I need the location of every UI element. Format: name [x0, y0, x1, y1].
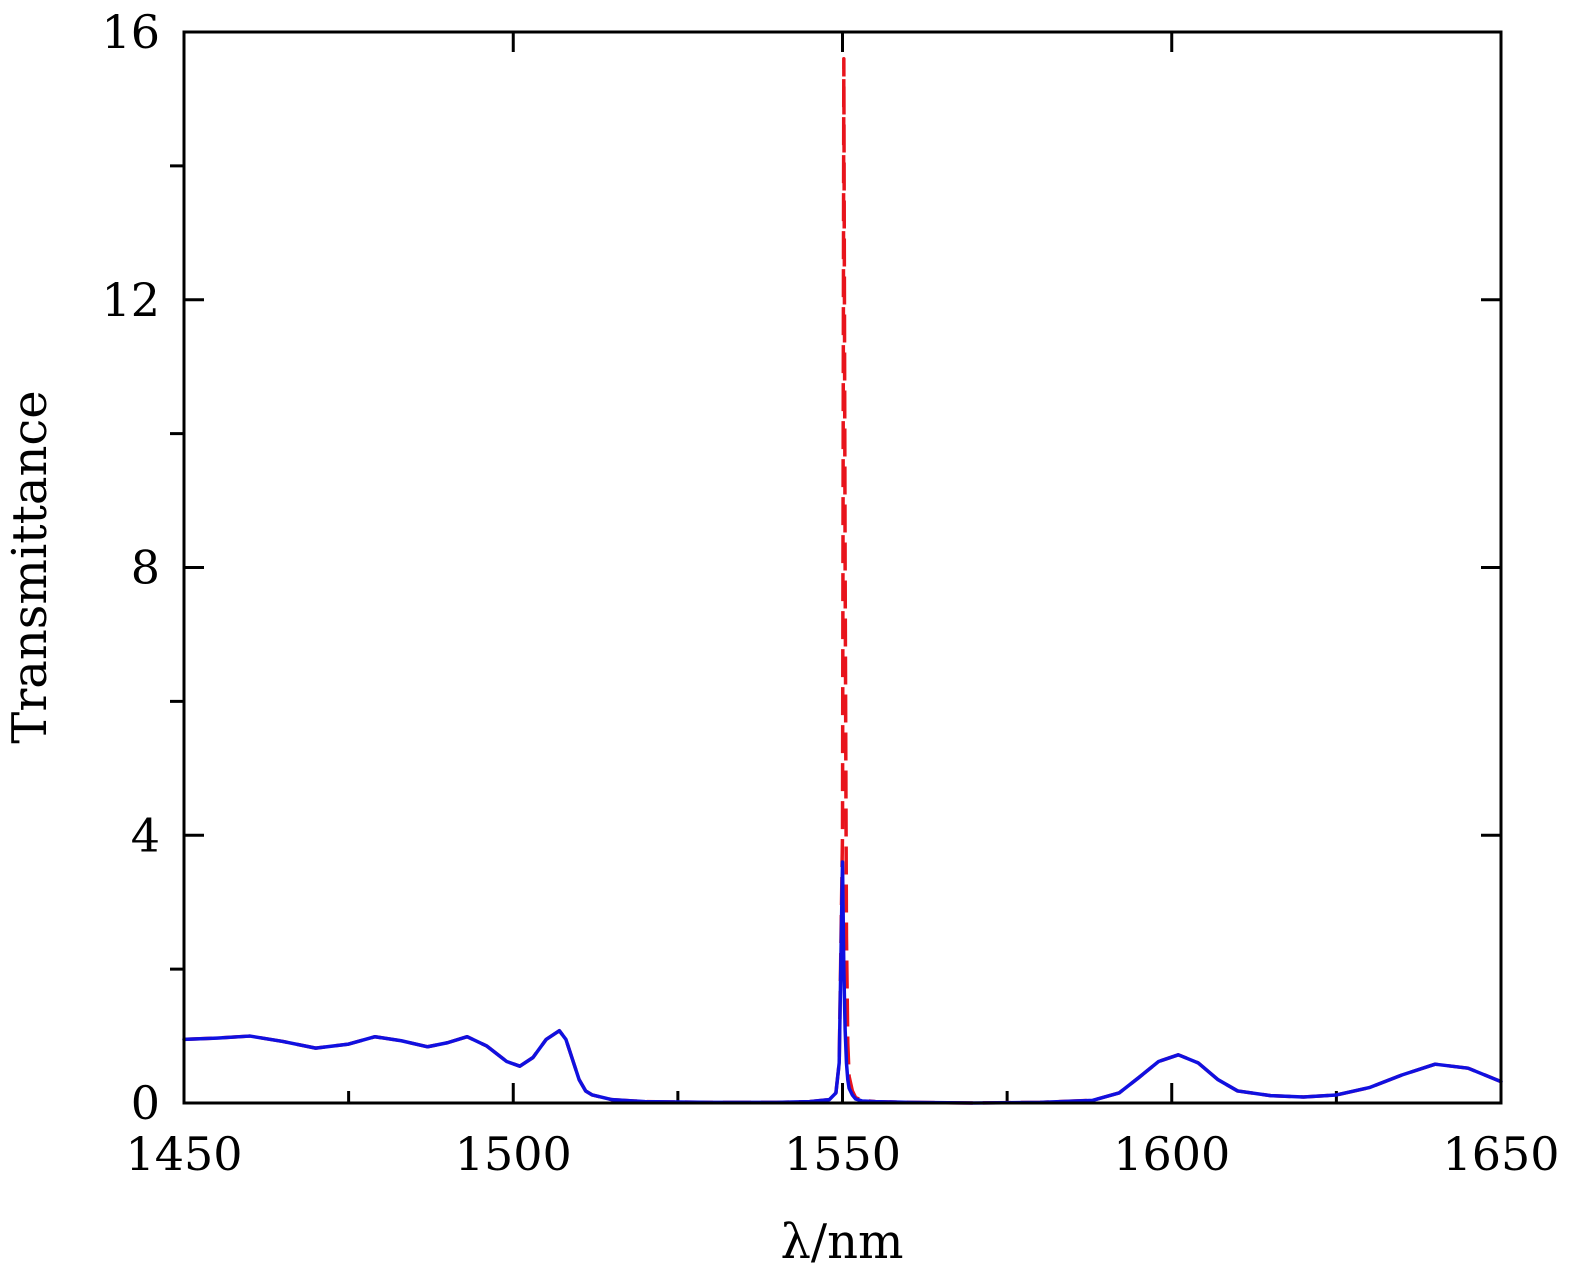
x-axis-ticks: 1450 1500 1550 1600 1650: [125, 32, 1560, 1181]
x-tick-label: 1500: [455, 1127, 572, 1181]
y-tick-label: 16: [101, 5, 160, 59]
y-tick-label: 8: [131, 541, 160, 595]
series-layer: [182, 57, 1503, 1105]
x-tick-label: 1650: [1442, 1127, 1559, 1181]
x-tick-label: 1600: [1113, 1127, 1230, 1181]
y-tick-label: 4: [131, 808, 160, 862]
x-axis-title: λ/nm: [780, 1214, 903, 1270]
x-tick-label: 1450: [125, 1127, 242, 1181]
x-tick-label: 1550: [784, 1127, 901, 1181]
plot-frame: [182, 30, 1503, 1105]
y-tick-label: 12: [101, 273, 160, 327]
y-tick-label: 0: [131, 1076, 160, 1130]
y-axis-title: Transmittance: [2, 390, 58, 743]
series-line-solid: [182, 860, 1503, 1105]
y-axis-ticks: 0 4 8 12 16: [101, 5, 1501, 1130]
